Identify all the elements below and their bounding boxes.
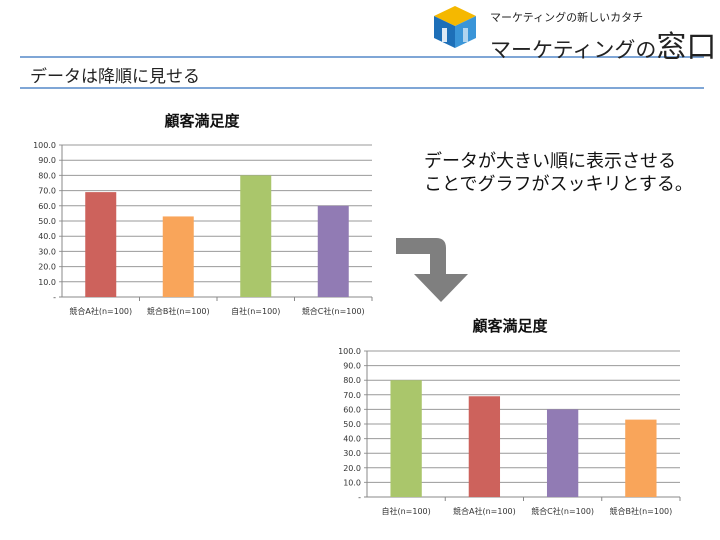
x-tick-label: 競合C社(n=100) xyxy=(302,306,365,316)
y-tick-label: 70.0 xyxy=(38,187,56,196)
bar xyxy=(625,419,657,497)
x-tick-label: 自社(n=100) xyxy=(381,506,430,516)
note-line-2: ことでグラフがスッキリとする。 xyxy=(424,174,693,195)
bar xyxy=(240,175,272,297)
header-rule-top xyxy=(20,56,704,58)
y-tick-label: 80.0 xyxy=(343,376,361,385)
y-tick-label: 60.0 xyxy=(343,405,361,414)
bar xyxy=(468,396,501,497)
chart-before: 顧客満足度 - 10.0 20.0 30.0 40.0 50.0 60.0 70.0 80.0 90… xyxy=(33,112,373,316)
y-tick-label: 100.0 xyxy=(338,347,361,356)
y-tick-label: 50.0 xyxy=(38,217,56,226)
y-tick-label: 10.0 xyxy=(38,278,56,287)
y-tick-label: 50.0 xyxy=(343,420,361,429)
y-tick-label: 90.0 xyxy=(343,362,361,371)
y-tick-label: 100.0 xyxy=(33,141,56,150)
y-tick-label: 20.0 xyxy=(38,263,56,272)
y-tick-label: 80.0 xyxy=(38,171,56,180)
bar xyxy=(317,205,349,297)
bar xyxy=(85,192,117,297)
curved-arrow-icon xyxy=(396,238,468,302)
y-tick-label: - xyxy=(53,293,56,302)
x-tick-label: 自社(n=100) xyxy=(231,306,280,316)
bar xyxy=(162,216,194,297)
x-tick-label: 競合C社(n=100) xyxy=(531,506,594,516)
x-tick-label: 競合B社(n=100) xyxy=(609,506,672,516)
y-tick-label: 60.0 xyxy=(38,202,56,211)
bar xyxy=(390,380,422,497)
explanation-note: データが大きい順に表示させる ことでグラフがスッキリとする。 xyxy=(424,150,693,196)
y-tick-label: 30.0 xyxy=(38,247,56,256)
brand-logo-icon xyxy=(434,6,476,48)
chart-title: 顧客満足度 xyxy=(164,112,240,130)
brand-name-text: マーケティングの xyxy=(490,38,657,62)
brand-name-big: 窓口 xyxy=(656,30,717,65)
y-tick-label: 30.0 xyxy=(343,449,361,458)
y-tick-label: 10.0 xyxy=(343,478,361,487)
y-tick-label: 20.0 xyxy=(343,464,361,473)
y-tick-label: 40.0 xyxy=(343,435,361,444)
header-rule-bottom xyxy=(20,87,704,89)
y-tick-label: 70.0 xyxy=(343,391,361,400)
chart-title: 顧客満足度 xyxy=(472,317,548,335)
note-line-1: データが大きい順に表示させる xyxy=(424,151,676,172)
y-tick-label: - xyxy=(358,493,361,502)
x-tick-label: 競合A社(n=100) xyxy=(69,306,132,316)
bar xyxy=(546,409,579,497)
y-tick-label: 90.0 xyxy=(38,156,56,165)
x-tick-label: 競合B社(n=100) xyxy=(147,306,210,316)
brand-name: マーケティングの窓口 xyxy=(490,22,716,66)
y-tick-label: 40.0 xyxy=(38,232,56,241)
page-title: データは降順に見せる xyxy=(30,67,200,87)
x-tick-label: 競合A社(n=100) xyxy=(453,506,516,516)
chart-after: 顧客満足度 - 10.0 20.0 30.0 40.0 50.0 60.0 70.0 80.0 90… xyxy=(338,317,681,516)
brand-tagline: マーケティングの新しいカタチ xyxy=(490,11,644,24)
